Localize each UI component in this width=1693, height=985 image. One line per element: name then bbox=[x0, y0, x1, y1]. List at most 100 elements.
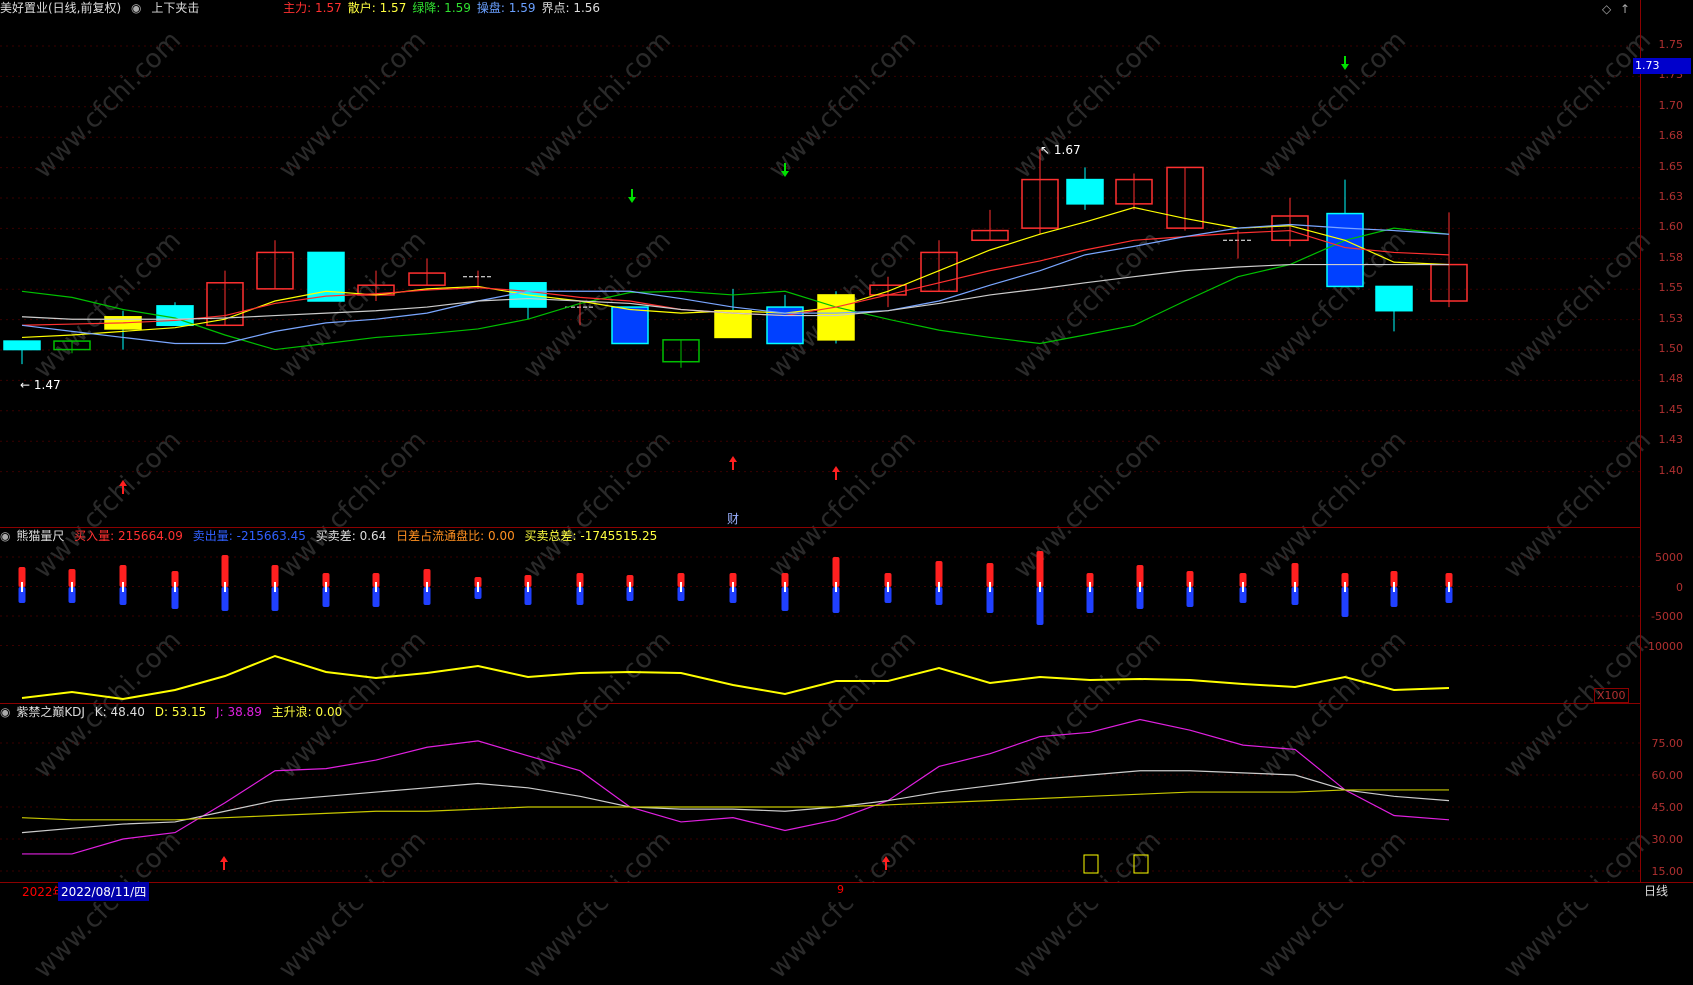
kdj-tick: 75.00 bbox=[1651, 737, 1684, 750]
settings-dot-icon[interactable]: ◉ bbox=[0, 529, 11, 543]
sell-volume-bar bbox=[832, 587, 840, 613]
financial-report-marker[interactable]: 财 bbox=[727, 512, 740, 526]
buy-volume-bar bbox=[576, 573, 584, 587]
stock-title[interactable]: 美好置业(日线,前复权) bbox=[0, 1, 122, 15]
buy-volume-bar bbox=[1036, 551, 1044, 587]
indicator-4: 界点: 1.56 bbox=[541, 1, 601, 15]
sell-volume-bar bbox=[884, 587, 892, 603]
volume-panel-title[interactable]: 熊猫量尺 bbox=[16, 529, 65, 543]
indicator-1: 散户: 1.57 bbox=[347, 1, 407, 15]
indicator-0: 主力: 1.57 bbox=[283, 1, 342, 15]
kdj-tick: 15.00 bbox=[1651, 865, 1684, 878]
buy-volume-bar bbox=[1186, 571, 1194, 587]
sell-volume-bar bbox=[474, 587, 482, 599]
volume-diff-mark bbox=[21, 582, 23, 592]
candle-body bbox=[1271, 215, 1309, 242]
panel-divider-1 bbox=[0, 527, 1640, 528]
candle-body bbox=[307, 251, 345, 302]
volume-scale-label: X100 bbox=[1594, 688, 1629, 703]
buy-arrow-head bbox=[220, 856, 228, 862]
candle-body bbox=[662, 339, 700, 363]
sell-volume-bar bbox=[524, 587, 532, 605]
buy-volume-bar bbox=[677, 573, 685, 587]
chart-canvas[interactable]: ↖ 1.67 ← 1.47 bbox=[0, 0, 1640, 882]
volume-tick: -5000 bbox=[1651, 610, 1683, 623]
k-label: K: bbox=[94, 705, 107, 719]
volume-diff-mark bbox=[887, 582, 889, 592]
volume-diff-mark bbox=[426, 582, 428, 592]
volume-diff-mark bbox=[527, 582, 529, 592]
buy-volume-bar bbox=[119, 565, 127, 587]
buy-volume-bar bbox=[1086, 573, 1094, 587]
buy-volume-bar bbox=[986, 563, 994, 587]
sell-volume-bar bbox=[1445, 587, 1453, 603]
candle-body bbox=[408, 272, 446, 286]
volume-diff-mark bbox=[325, 582, 327, 592]
candle-body bbox=[256, 251, 294, 290]
sell-volume-bar bbox=[1186, 587, 1194, 607]
sell-arrow-head bbox=[781, 171, 789, 177]
price-tick: 1.65 bbox=[1658, 159, 1684, 173]
buy-volume-bar bbox=[626, 575, 634, 587]
diamond-icon[interactable]: ◇ bbox=[1602, 2, 1612, 16]
main-panel-header: 美好置业(日线,前复权) ◉ 上下夹击 主力: 1.57 散户: 1.57 绿降: … bbox=[0, 0, 612, 16]
up-arrow-icon[interactable]: ↑ bbox=[1620, 2, 1631, 16]
volume-diff-mark bbox=[1242, 582, 1244, 592]
sell-volume-bar bbox=[576, 587, 584, 605]
buy-volume-bar bbox=[171, 571, 179, 587]
panel-divider-2 bbox=[0, 703, 1640, 704]
blue-ma-line bbox=[21, 223, 1450, 345]
volume-tick: -10000 bbox=[1644, 639, 1683, 653]
volume-diff-mark bbox=[784, 582, 786, 592]
sell-volume-value: -215663.45 bbox=[236, 529, 306, 543]
signal-box bbox=[1083, 854, 1099, 874]
kdj-tick: 45.00 bbox=[1651, 801, 1684, 814]
sell-volume-label: 卖出量: bbox=[192, 529, 233, 543]
d-label: D: bbox=[154, 705, 169, 719]
volume-panel-header: ◉ 熊猫量尺 买入量: 215664.09 卖出量: -215663.45 买卖… bbox=[0, 528, 663, 544]
volume-diff-mark bbox=[477, 582, 479, 592]
sell-volume-bar bbox=[1036, 587, 1044, 625]
volume-diff-mark bbox=[224, 582, 226, 592]
sell-volume-bar bbox=[68, 587, 76, 603]
candle-body bbox=[1375, 285, 1413, 312]
signal-box bbox=[1133, 854, 1149, 874]
candle-body bbox=[920, 251, 958, 293]
sell-volume-bar bbox=[1341, 587, 1349, 617]
buy-volume-bar bbox=[372, 573, 380, 587]
candle-body bbox=[971, 229, 1009, 242]
volume-diff-mark bbox=[274, 582, 276, 592]
sell-volume-bar bbox=[171, 587, 179, 609]
diff-label: 买卖差: bbox=[315, 529, 356, 543]
volume-diff-mark bbox=[989, 582, 991, 592]
sell-volume-bar bbox=[1086, 587, 1094, 613]
buy-volume-bar bbox=[1136, 565, 1144, 587]
buy-volume-bar bbox=[935, 561, 943, 587]
buy-volume-bar bbox=[1341, 573, 1349, 587]
sell-volume-bar bbox=[677, 587, 685, 601]
kdj-tick: 30.00 bbox=[1651, 833, 1684, 846]
sell-volume-bar bbox=[322, 587, 330, 607]
strategy-label[interactable]: 上下夹击 bbox=[151, 1, 200, 15]
kdj-panel-title[interactable]: 紫禁之巅KDJ bbox=[16, 705, 85, 719]
time-axis-bar bbox=[0, 882, 1693, 902]
buy-volume-bar bbox=[884, 573, 892, 587]
green-ma-line bbox=[21, 227, 1450, 351]
ratio-label: 日差占流通盘比: bbox=[396, 529, 485, 543]
buy-volume-bar bbox=[1390, 571, 1398, 587]
settings-dot-icon[interactable]: ◉ bbox=[0, 705, 11, 719]
volume-diff-mark bbox=[1393, 582, 1395, 592]
buy-volume-bar bbox=[423, 569, 431, 587]
main-wave-label: 主升浪: bbox=[271, 705, 312, 719]
volume-diff-mark bbox=[579, 582, 581, 592]
price-tick: 1.53 bbox=[1658, 311, 1684, 325]
volume-diff-mark bbox=[1139, 582, 1141, 592]
volume-diff-mark bbox=[1039, 582, 1041, 592]
period-selector[interactable]: 日线 bbox=[1644, 884, 1669, 898]
price-tick: 1.58 bbox=[1658, 250, 1684, 264]
buy-volume-bar bbox=[1291, 563, 1299, 587]
sell-volume-bar bbox=[729, 587, 737, 603]
candle-body bbox=[1021, 178, 1059, 229]
settings-dot-icon[interactable]: ◉ bbox=[131, 1, 142, 15]
candle-body bbox=[1066, 178, 1104, 205]
